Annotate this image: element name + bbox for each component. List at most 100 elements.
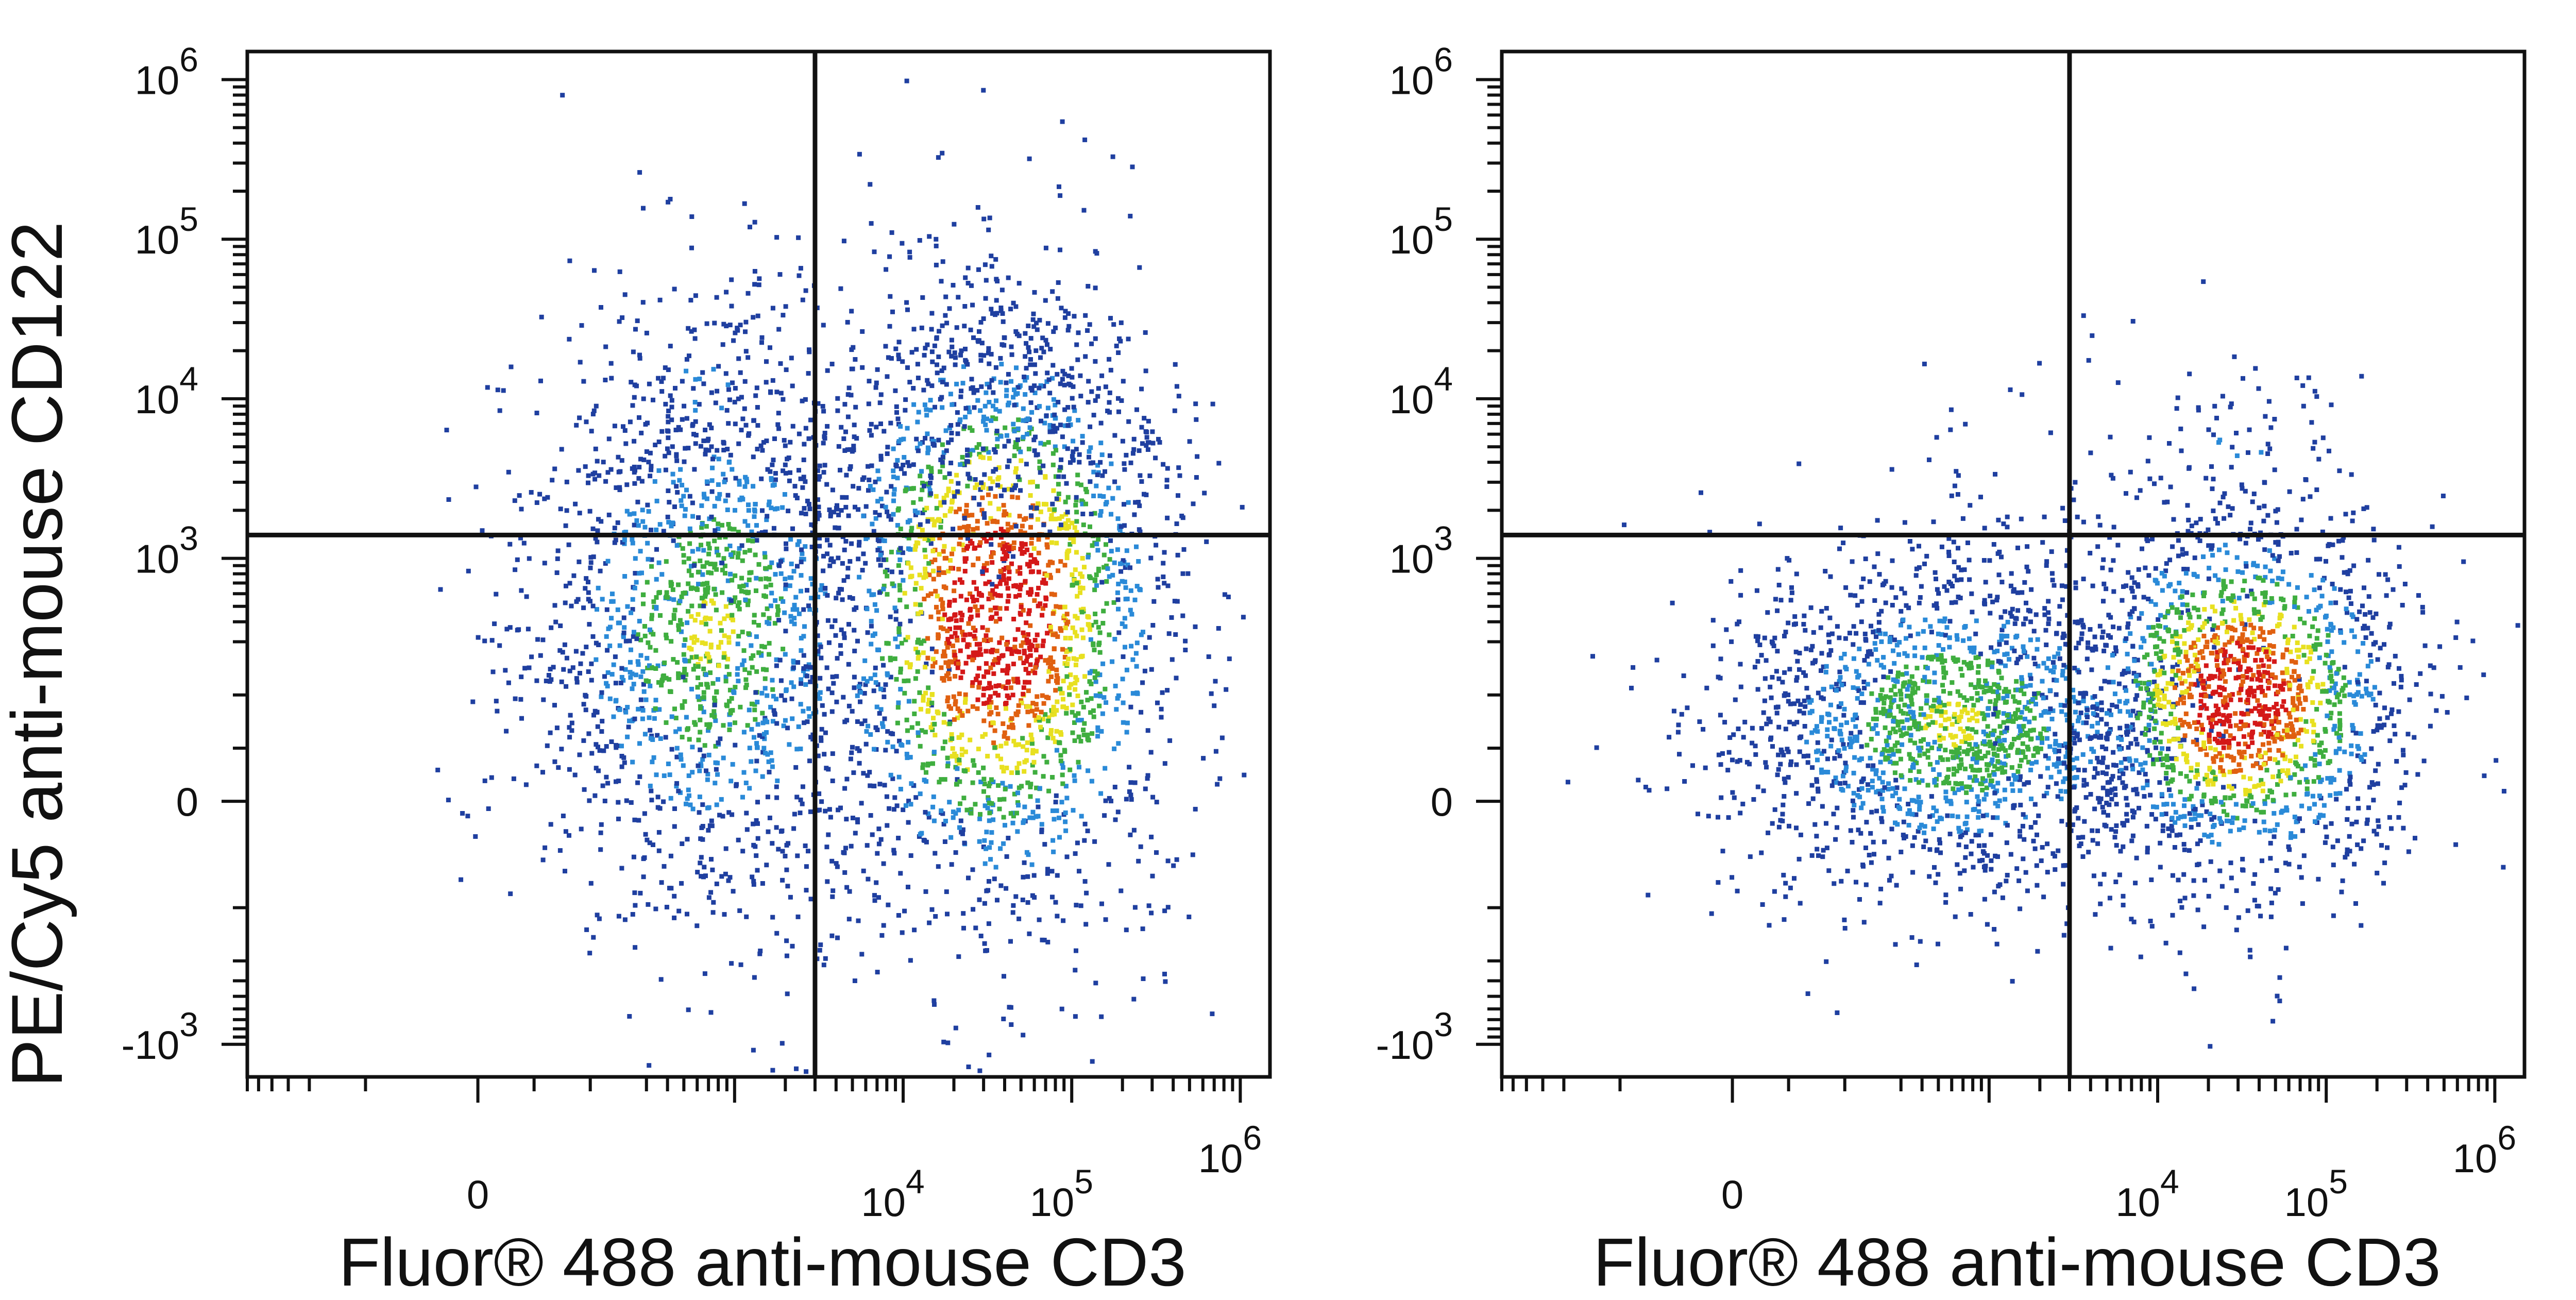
event-dot-pop-1 <box>990 720 995 725</box>
event-dot-pop-0 <box>687 646 692 651</box>
event-dot-pop-1 <box>909 781 914 786</box>
event-dot-pop-1 <box>1122 579 1127 584</box>
event-dot-pop-1 <box>987 800 992 805</box>
event-dot-pop-1 <box>1002 549 1007 554</box>
event-dot-pop-0 <box>2053 739 2058 744</box>
event-dot-pop-3 <box>676 425 681 430</box>
event-dot-pop-0 <box>665 446 670 451</box>
event-dot-pop-2 <box>989 254 994 259</box>
event-dot-pop-0 <box>711 586 717 592</box>
event-dot-pop-0 <box>760 448 765 453</box>
event-dot-pop-0 <box>733 421 738 427</box>
event-dot-pop-1 <box>918 441 923 446</box>
event-dot-pop-0 <box>597 916 602 921</box>
event-dot-pop-0 <box>869 623 874 629</box>
event-dot-pop-1 <box>1078 373 1083 378</box>
event-dot-pop-1 <box>984 568 989 573</box>
event-dot-pop-0 <box>589 429 594 434</box>
event-dot-pop-0 <box>743 781 749 785</box>
event-dot-pop-0 <box>679 503 684 509</box>
event-dot-pop-1 <box>953 850 958 855</box>
event-dot-pop-0 <box>678 752 683 757</box>
event-dot-pop-1 <box>1180 515 1185 520</box>
event-dot-pop-0 <box>595 607 599 612</box>
event-dot-pop-0 <box>708 670 713 676</box>
event-dot-pop-2 <box>1076 330 1081 335</box>
event-dot-pop-1 <box>1058 559 1063 564</box>
event-dot-pop-1 <box>905 635 910 640</box>
event-dot-pop-1 <box>975 613 980 618</box>
event-dot-pop-1 <box>1054 808 1059 813</box>
event-dot-pop-0 <box>1786 749 1791 754</box>
event-dot-pop-1 <box>885 445 890 450</box>
event-dot-pop-0 <box>2019 710 2024 715</box>
event-dot-pop-1 <box>1121 720 1126 725</box>
event-dot-pop-1 <box>1108 367 1113 373</box>
event-dot-pop-0 <box>2129 838 2134 843</box>
event-dot-pop-0 <box>534 678 539 683</box>
event-dot-pop-0 <box>637 741 642 746</box>
event-dot-pop-3 <box>739 395 744 400</box>
event-dot-pop-0 <box>2153 566 2158 571</box>
event-dot-pop-1 <box>1009 525 1014 530</box>
event-dot-pop-3 <box>657 297 663 302</box>
event-dot-pop-0 <box>2036 691 2041 696</box>
event-dot-pop-1 <box>1029 589 1034 595</box>
event-dot-pop-1 <box>891 468 896 474</box>
event-dot-pop-1 <box>1042 442 1047 447</box>
event-dot-pop-2 <box>1044 413 1049 418</box>
event-dot-pop-1 <box>974 677 979 682</box>
event-dot-pop-1 <box>1120 621 1125 626</box>
event-dot-pop-1 <box>1167 738 1173 743</box>
event-dot-pop-1 <box>1023 392 1028 397</box>
event-dot-pop-1 <box>1173 362 1178 367</box>
event-dot-pop-0 <box>693 293 698 298</box>
event-dot-pop-1 <box>1027 815 1032 820</box>
event-dot-pop-0 <box>736 679 741 684</box>
event-dot-pop-1 <box>1165 688 1170 693</box>
event-dot-pop-1 <box>960 713 965 718</box>
event-dot-pop-3 <box>817 463 822 468</box>
event-dot-pop-1 <box>1072 314 1077 319</box>
event-dot-pop-0 <box>681 763 686 768</box>
event-dot-pop-0 <box>569 728 574 733</box>
event-dot-pop-0 <box>608 361 614 366</box>
event-dot-pop-1 <box>974 641 979 647</box>
event-dot-pop-0 <box>569 720 574 725</box>
event-dot-pop-0 <box>699 596 704 601</box>
event-dot-pop-0 <box>1775 649 1780 654</box>
event-dot-pop-1 <box>960 542 965 547</box>
event-dot-pop-2 <box>982 515 987 520</box>
event-dot-pop-0 <box>610 592 615 597</box>
event-dot-pop-1 <box>989 777 994 782</box>
event-dot-pop-0 <box>716 552 721 558</box>
event-dot-pop-1 <box>1006 402 1010 408</box>
event-dot-pop-0 <box>786 509 791 514</box>
event-dot-pop-0 <box>438 587 443 592</box>
event-dot-pop-1 <box>851 770 856 775</box>
event-dot-pop-1 <box>1025 547 1030 552</box>
event-dot-pop-1 <box>982 901 987 906</box>
event-dot-pop-0 <box>687 526 692 531</box>
event-dot-pop-1 <box>1041 717 1046 722</box>
event-dot-pop-3 <box>688 298 693 303</box>
event-dot-pop-0 <box>1839 737 1844 742</box>
event-dot-pop-2 <box>1005 464 1010 469</box>
event-dot-pop-0 <box>527 665 532 670</box>
event-dot-pop-0 <box>643 678 649 683</box>
event-dot-pop-1 <box>884 794 889 799</box>
event-dot-pop-2 <box>990 311 995 316</box>
event-dot-pop-1 <box>915 650 920 655</box>
event-dot-pop-2 <box>860 568 865 573</box>
event-dot-pop-1 <box>936 864 941 869</box>
event-dot-pop-0 <box>705 777 710 782</box>
event-dot-pop-0 <box>559 679 564 684</box>
event-dot-pop-1 <box>1021 1033 1026 1038</box>
event-dot-pop-1 <box>1047 572 1053 578</box>
event-dot-pop-0 <box>1952 790 1957 796</box>
event-dot-pop-0 <box>803 397 808 402</box>
event-dot-pop-1 <box>896 352 901 358</box>
event-dot-pop-1 <box>1013 594 1019 599</box>
event-dot-pop-0 <box>747 577 752 582</box>
